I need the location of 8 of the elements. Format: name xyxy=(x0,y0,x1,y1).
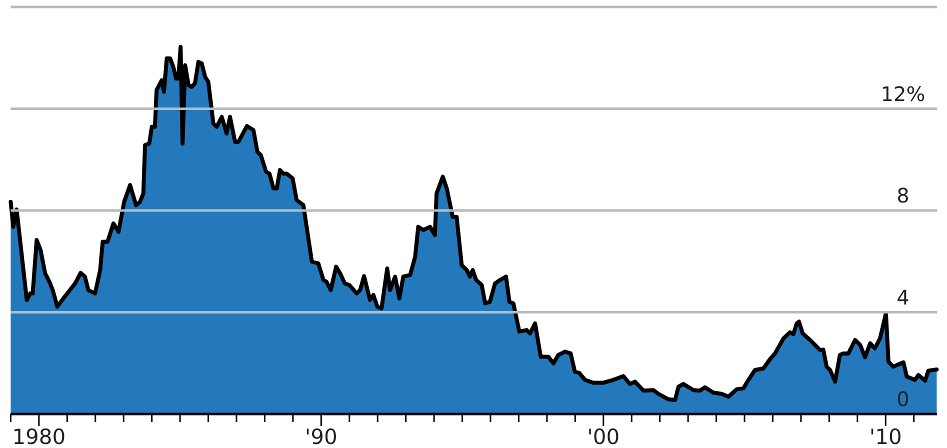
y-tick-label: 8 xyxy=(896,184,910,208)
y-tick-label: 0 xyxy=(896,387,910,411)
x-tick-label: '10 xyxy=(869,425,902,448)
x-tick-label: '90 xyxy=(304,425,338,448)
x-tick-label: '00 xyxy=(587,425,620,448)
x-tick-label: 1980 xyxy=(12,425,66,448)
y-tick-label: 4 xyxy=(896,285,910,310)
y-tick-label: 12% xyxy=(880,82,926,106)
